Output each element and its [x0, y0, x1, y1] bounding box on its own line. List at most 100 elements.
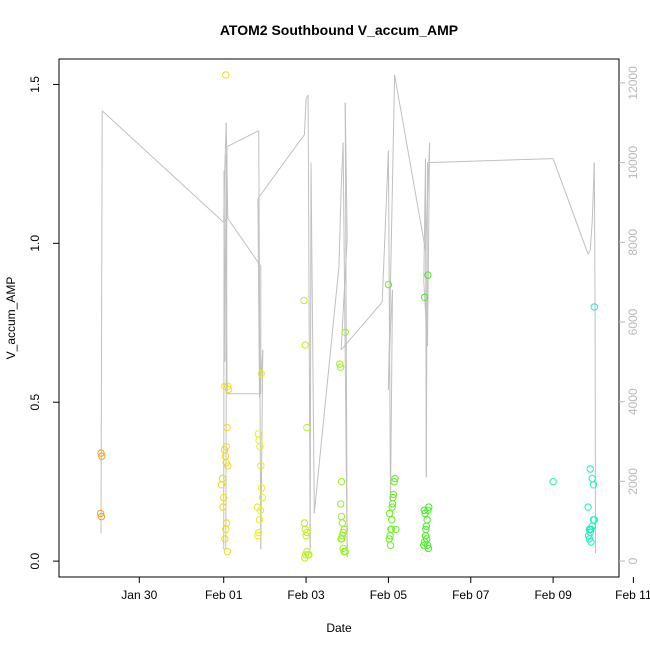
data-point [224, 462, 232, 470]
data-point [421, 509, 429, 518]
data-point [387, 525, 395, 533]
x-axis-label: Date [326, 621, 352, 635]
data-point [255, 516, 264, 524]
data-point [587, 538, 595, 546]
line-series [100, 74, 596, 558]
line-segment [593, 162, 596, 315]
data-point [340, 525, 349, 533]
data-point [589, 481, 598, 489]
data-point [96, 509, 105, 518]
data-point [303, 423, 311, 432]
data-point [420, 506, 428, 514]
data-point [389, 493, 397, 502]
data-point [301, 551, 310, 559]
x-tick-label: Feb 11 [615, 588, 650, 602]
data-point [422, 525, 430, 533]
data-point [97, 449, 105, 457]
data-point [256, 443, 264, 451]
data-point [338, 519, 346, 527]
data-point [255, 528, 263, 537]
data-point [218, 474, 227, 483]
data-point [388, 516, 396, 524]
line-segment [257, 198, 260, 398]
line-segment [587, 250, 591, 255]
y-axis: 0.0 0.5 1.0 1.5 [28, 76, 59, 569]
data-point [222, 71, 230, 79]
x-tick-label: Jan 30 [121, 588, 157, 602]
x-tick-label: Feb 03 [287, 588, 325, 602]
data-point [222, 519, 231, 527]
data-point [301, 341, 309, 349]
data-point [303, 528, 311, 537]
data-point [254, 532, 262, 540]
line-segment [381, 150, 389, 303]
data-point [97, 512, 106, 521]
line-segment [552, 158, 589, 255]
data-point [337, 478, 346, 486]
y2-axis: 0 2000 4000 6000 8000 10000 12000 [619, 66, 640, 564]
data-point [385, 509, 394, 518]
y-tick-label: 1.0 [28, 235, 42, 252]
line-segment [258, 130, 262, 550]
data-point [221, 382, 229, 390]
y2-tick-label: 10000 [626, 146, 640, 180]
line-segment [225, 146, 228, 550]
data-point [219, 503, 227, 511]
data-point [341, 328, 349, 336]
data-point [336, 360, 344, 368]
line-segment [338, 190, 342, 267]
line-segment [313, 266, 340, 514]
y-tick-label: 1.5 [28, 76, 42, 93]
y2-tick-label: 6000 [626, 308, 640, 335]
x-axis: Jan 30 Feb 01 Feb 03 Feb 05 Feb 07 Feb 09 Feb … [121, 577, 650, 602]
line-segment [427, 142, 431, 346]
data-point [586, 465, 594, 473]
y2-tick-label: 0 [626, 557, 640, 564]
data-point [257, 484, 266, 492]
data-point [338, 535, 346, 543]
line-segment [259, 349, 264, 398]
line-segment [257, 134, 305, 199]
plot-frame [58, 58, 620, 578]
data-point [420, 293, 429, 301]
data-point [388, 503, 396, 511]
y2-tick-label: 8000 [626, 229, 640, 256]
x-tick-label: Feb 05 [370, 588, 408, 602]
line-segment [227, 218, 262, 267]
x-tick-label: Feb 09 [534, 588, 572, 602]
data-point [390, 478, 398, 486]
data-point [586, 525, 594, 533]
data-point [423, 541, 432, 549]
y-axis-label: V_accum_AMP [4, 277, 18, 360]
data-point [256, 506, 265, 514]
data-point [338, 532, 346, 540]
line-segment [427, 158, 554, 164]
data-point [223, 547, 232, 556]
data-point [222, 443, 230, 451]
data-point [258, 493, 267, 502]
data-point [424, 544, 433, 553]
line-segment [387, 74, 396, 390]
data-point [257, 369, 265, 378]
line-segment [226, 130, 259, 148]
line-segment [390, 290, 393, 502]
line-segment [394, 74, 426, 251]
data-point [336, 500, 345, 508]
line-segment [101, 110, 225, 223]
data-point [391, 474, 399, 483]
y2-tick-label: 12000 [626, 66, 640, 100]
data-point [588, 474, 596, 483]
data-point [221, 452, 230, 460]
data-point [220, 493, 228, 502]
line-segment [344, 102, 348, 239]
y2-tick-label: 4000 [626, 388, 640, 415]
data-point [337, 512, 346, 521]
line-segment [425, 162, 428, 478]
data-point [424, 271, 432, 279]
data-point [384, 280, 393, 289]
data-point [98, 452, 106, 460]
y-tick-label: 0.5 [28, 394, 42, 411]
data-point [549, 478, 557, 486]
line-segment [390, 290, 393, 327]
